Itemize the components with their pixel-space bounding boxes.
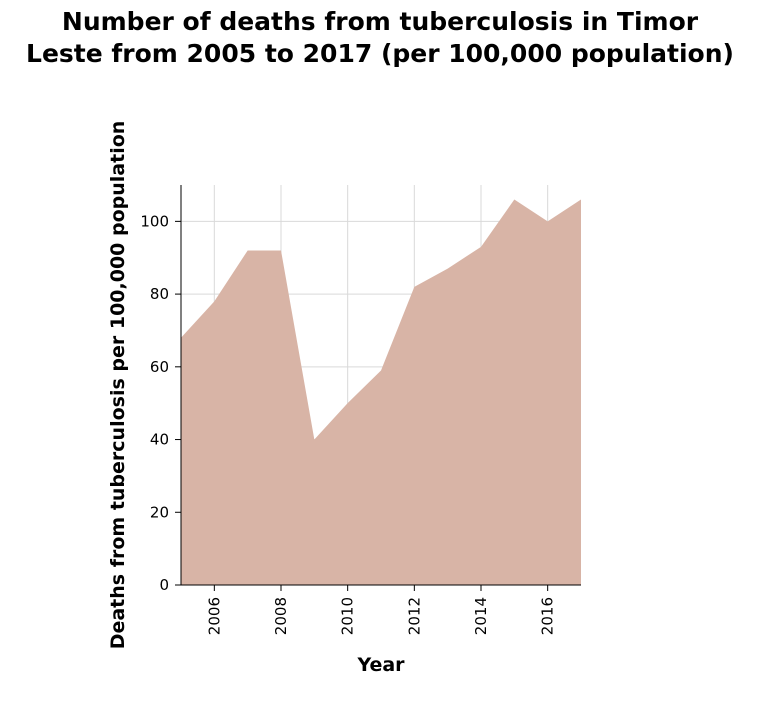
y-tick-label-60: 60	[150, 358, 169, 376]
y-axis-label: Deaths from tuberculosis per 100,000 pop…	[107, 121, 129, 650]
x-tick-label-2010: 2010	[339, 597, 357, 635]
y-tick-label-100: 100	[140, 212, 169, 230]
chart-title-line-1: Number of deaths from tuberculosis in Ti…	[62, 7, 699, 36]
y-tick-label-20: 20	[150, 503, 169, 521]
x-tick-label-2008: 2008	[272, 597, 290, 635]
x-axis-label: Year	[356, 654, 405, 676]
chart-title-line-2: Leste from 2005 to 2017 (per 100,000 pop…	[26, 39, 734, 68]
area-series-tb-deaths	[181, 199, 581, 585]
x-tick-label-2006: 2006	[205, 597, 223, 635]
x-tick-label-2014: 2014	[472, 597, 490, 635]
axes: 0 20 40 60 80 100 2006 2008 2010 2012 2014 2016	[140, 185, 581, 635]
plot-area	[181, 199, 581, 585]
x-tick-label-2016: 2016	[539, 597, 557, 635]
y-tick-label-80: 80	[150, 285, 169, 303]
x-tick-label-2012: 2012	[405, 597, 423, 635]
y-tick-label-0: 0	[159, 576, 169, 594]
y-tick-label-40: 40	[150, 431, 169, 449]
